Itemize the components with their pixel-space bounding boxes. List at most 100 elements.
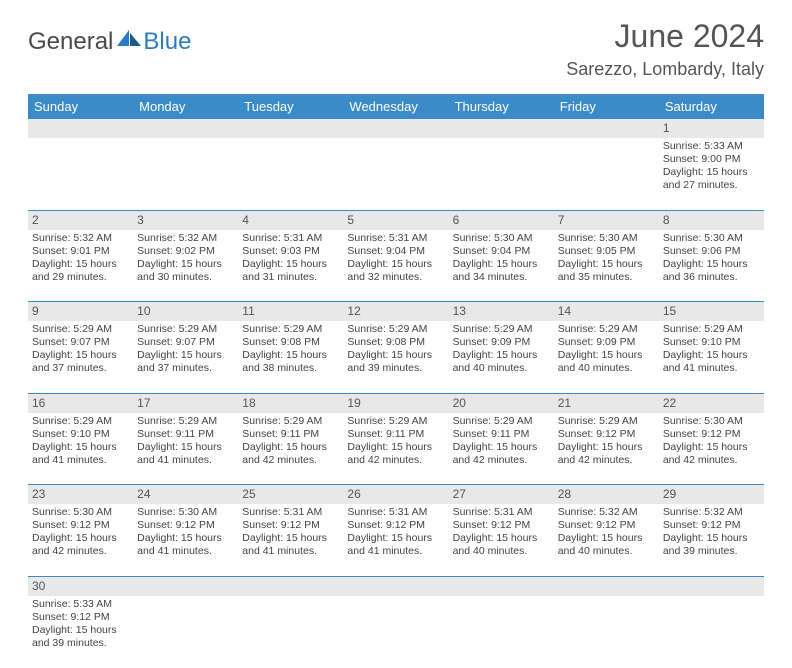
day-number: 17	[133, 393, 238, 413]
week-row: Sunrise: 5:29 AMSunset: 9:10 PMDaylight:…	[28, 413, 764, 485]
daylight-text: Daylight: 15 hours	[32, 532, 129, 545]
day-number	[28, 119, 133, 138]
day-cell: Sunrise: 5:31 AMSunset: 9:03 PMDaylight:…	[238, 230, 343, 302]
day-number: 2	[28, 210, 133, 230]
daylight-text: and 41 minutes.	[242, 545, 339, 558]
sunrise-text: Sunrise: 5:29 AM	[558, 415, 655, 428]
sunset-text: Sunset: 9:11 PM	[242, 428, 339, 441]
sunset-text: Sunset: 9:12 PM	[242, 519, 339, 532]
daynum-row: 23242526272829	[28, 485, 764, 505]
daylight-text: and 41 minutes.	[32, 454, 129, 467]
daylight-text: Daylight: 15 hours	[347, 441, 444, 454]
daylight-text: Daylight: 15 hours	[242, 349, 339, 362]
brand-part2: Blue	[143, 28, 191, 56]
location: Sarezzo, Lombardy, Italy	[566, 59, 764, 80]
sunset-text: Sunset: 9:05 PM	[558, 245, 655, 258]
sunrise-text: Sunrise: 5:30 AM	[453, 232, 550, 245]
daylight-text: and 34 minutes.	[453, 271, 550, 284]
empty-cell	[554, 596, 659, 668]
sunset-text: Sunset: 9:04 PM	[347, 245, 444, 258]
week-row: Sunrise: 5:30 AMSunset: 9:12 PMDaylight:…	[28, 504, 764, 576]
sunset-text: Sunset: 9:11 PM	[347, 428, 444, 441]
weekday-header-row: Sunday Monday Tuesday Wednesday Thursday…	[28, 94, 764, 119]
daynum-row: 9101112131415	[28, 302, 764, 322]
day-number: 25	[238, 485, 343, 505]
sunset-text: Sunset: 9:09 PM	[453, 336, 550, 349]
sunset-text: Sunset: 9:06 PM	[663, 245, 760, 258]
sunset-text: Sunset: 9:10 PM	[663, 336, 760, 349]
daylight-text: and 39 minutes.	[32, 637, 129, 650]
daylight-text: and 41 minutes.	[137, 545, 234, 558]
empty-cell	[343, 138, 448, 210]
daylight-text: and 42 minutes.	[242, 454, 339, 467]
week-row: Sunrise: 5:33 AMSunset: 9:12 PMDaylight:…	[28, 596, 764, 668]
day-number: 3	[133, 210, 238, 230]
day-number: 18	[238, 393, 343, 413]
daylight-text: Daylight: 15 hours	[32, 624, 129, 637]
empty-cell	[133, 596, 238, 668]
daylight-text: and 32 minutes.	[347, 271, 444, 284]
daylight-text: Daylight: 15 hours	[32, 258, 129, 271]
daylight-text: Daylight: 15 hours	[453, 258, 550, 271]
daylight-text: Daylight: 15 hours	[453, 349, 550, 362]
day-cell: Sunrise: 5:31 AMSunset: 9:12 PMDaylight:…	[343, 504, 448, 576]
daylight-text: Daylight: 15 hours	[242, 258, 339, 271]
title-block: June 2024 Sarezzo, Lombardy, Italy	[566, 18, 764, 80]
sunset-text: Sunset: 9:11 PM	[453, 428, 550, 441]
daylight-text: Daylight: 15 hours	[663, 441, 760, 454]
daylight-text: Daylight: 15 hours	[663, 258, 760, 271]
day-number	[238, 119, 343, 138]
daylight-text: and 27 minutes.	[663, 179, 760, 192]
day-cell: Sunrise: 5:30 AMSunset: 9:12 PMDaylight:…	[659, 413, 764, 485]
sunrise-text: Sunrise: 5:31 AM	[453, 506, 550, 519]
sunrise-text: Sunrise: 5:29 AM	[137, 323, 234, 336]
sunrise-text: Sunrise: 5:33 AM	[663, 140, 760, 153]
day-number	[554, 576, 659, 596]
daylight-text: and 37 minutes.	[137, 362, 234, 375]
day-cell: Sunrise: 5:30 AMSunset: 9:04 PMDaylight:…	[449, 230, 554, 302]
empty-cell	[28, 138, 133, 210]
day-number	[133, 119, 238, 138]
daylight-text: and 42 minutes.	[453, 454, 550, 467]
day-cell: Sunrise: 5:31 AMSunset: 9:12 PMDaylight:…	[449, 504, 554, 576]
day-cell: Sunrise: 5:32 AMSunset: 9:02 PMDaylight:…	[133, 230, 238, 302]
daylight-text: Daylight: 15 hours	[242, 441, 339, 454]
daylight-text: and 40 minutes.	[558, 362, 655, 375]
daylight-text: and 29 minutes.	[32, 271, 129, 284]
daylight-text: Daylight: 15 hours	[453, 532, 550, 545]
day-number: 6	[449, 210, 554, 230]
brand-logo: General Blue	[28, 28, 191, 56]
week-row: Sunrise: 5:29 AMSunset: 9:07 PMDaylight:…	[28, 321, 764, 393]
day-cell: Sunrise: 5:29 AMSunset: 9:07 PMDaylight:…	[28, 321, 133, 393]
daylight-text: and 40 minutes.	[453, 545, 550, 558]
sunset-text: Sunset: 9:01 PM	[32, 245, 129, 258]
day-number	[343, 576, 448, 596]
daylight-text: and 42 minutes.	[663, 454, 760, 467]
daylight-text: Daylight: 15 hours	[137, 349, 234, 362]
daylight-text: Daylight: 15 hours	[347, 258, 444, 271]
sunset-text: Sunset: 9:00 PM	[663, 153, 760, 166]
daynum-row: 1	[28, 119, 764, 138]
daylight-text: Daylight: 15 hours	[663, 349, 760, 362]
day-number: 19	[343, 393, 448, 413]
sunrise-text: Sunrise: 5:29 AM	[137, 415, 234, 428]
day-cell: Sunrise: 5:29 AMSunset: 9:10 PMDaylight:…	[28, 413, 133, 485]
sunset-text: Sunset: 9:02 PM	[137, 245, 234, 258]
sail-icon	[115, 28, 143, 48]
sunrise-text: Sunrise: 5:29 AM	[453, 323, 550, 336]
header: General Blue June 2024 Sarezzo, Lombardy…	[0, 0, 792, 88]
sunrise-text: Sunrise: 5:32 AM	[663, 506, 760, 519]
day-cell: Sunrise: 5:31 AMSunset: 9:12 PMDaylight:…	[238, 504, 343, 576]
sunset-text: Sunset: 9:09 PM	[558, 336, 655, 349]
day-cell: Sunrise: 5:29 AMSunset: 9:11 PMDaylight:…	[343, 413, 448, 485]
day-cell: Sunrise: 5:30 AMSunset: 9:05 PMDaylight:…	[554, 230, 659, 302]
day-number: 29	[659, 485, 764, 505]
sunrise-text: Sunrise: 5:29 AM	[32, 415, 129, 428]
sunrise-text: Sunrise: 5:31 AM	[242, 506, 339, 519]
weekday-header: Saturday	[659, 94, 764, 119]
daylight-text: Daylight: 15 hours	[137, 441, 234, 454]
daylight-text: Daylight: 15 hours	[137, 258, 234, 271]
weekday-header: Friday	[554, 94, 659, 119]
daylight-text: and 40 minutes.	[453, 362, 550, 375]
weekday-header: Thursday	[449, 94, 554, 119]
